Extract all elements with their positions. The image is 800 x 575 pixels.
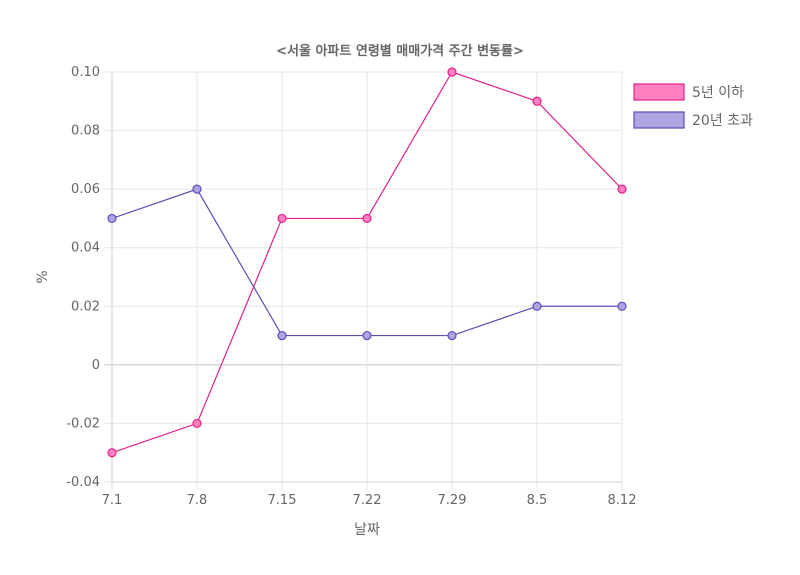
x-axis-title: 날짜	[354, 522, 380, 538]
grid	[104, 71, 623, 490]
series-2-point	[532, 301, 542, 311]
series-1-point	[362, 213, 372, 224]
y-tick-label: -0.02	[66, 416, 100, 431]
legend[interactable]: 5년 이하 20년 초과	[633, 83, 753, 129]
legend-label: 20년 초과	[692, 113, 753, 129]
x-tick-label: 7.8	[187, 493, 208, 508]
series-1-point	[532, 96, 542, 106]
series-1-point	[192, 418, 202, 429]
x-tick-label: 7.22	[353, 493, 382, 508]
y-axis-title: %	[35, 270, 51, 283]
series-2-point	[192, 184, 202, 194]
legend-swatch	[633, 111, 685, 129]
legend-swatch	[633, 83, 685, 101]
chart-title: <서울 아파트 연령별 매매가격 주간 변동률>	[276, 43, 524, 59]
x-tick-label: 7.29	[438, 493, 467, 508]
x-tick-label: 7.15	[268, 493, 297, 508]
y-tick-label: 0.04	[71, 241, 100, 256]
series-1-point	[107, 448, 117, 458]
x-tick-label: 8.12	[608, 493, 637, 508]
x-tick-label: 7.1	[102, 493, 123, 508]
series-2-point	[617, 301, 627, 311]
y-tick-label: 0.06	[71, 182, 100, 197]
x-tick-label: 8.5	[527, 493, 548, 508]
series-1-point	[447, 67, 457, 77]
y-tick-label: 0.10	[71, 65, 100, 80]
y-tick-label: 0	[92, 358, 100, 373]
series-2-point	[447, 330, 457, 341]
y-tick-label: 0.02	[71, 299, 100, 314]
series-2-point	[362, 330, 372, 341]
series-1-point	[617, 184, 627, 194]
y-tick-label: 0.08	[71, 124, 100, 139]
y-tick-label: -0.04	[66, 475, 100, 490]
legend-label: 5년 이하	[692, 85, 744, 101]
series-2-point	[277, 330, 287, 341]
series-1-point	[277, 213, 287, 224]
series-layer	[107, 67, 627, 458]
series-2-point	[107, 213, 117, 224]
axes: -0.04 -0.02 0 0.02 0.04 0.06 0.08 0.10 7.1 7.8 7.1…	[66, 65, 636, 508]
